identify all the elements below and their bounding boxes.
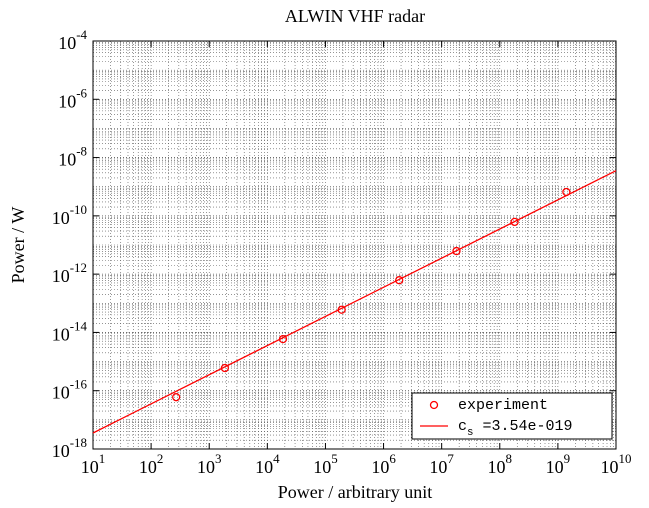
plot-frame (92, 40, 617, 450)
y-tick-label: 10-18 (52, 435, 87, 461)
x-axis-label: Power / arbitrary unit (278, 482, 432, 502)
x-tick-label: 107 (429, 451, 454, 477)
x-tick-label: 105 (313, 451, 337, 477)
x-tick-label: 106 (371, 451, 396, 477)
y-tick-label: 10-16 (52, 377, 88, 403)
x-tick-label: 1010 (601, 451, 632, 477)
y-tick-label: 10-14 (52, 318, 88, 344)
y-tick-label: 10-4 (58, 27, 87, 53)
legend-label: cs =3.54e-019 (458, 418, 573, 439)
x-tick-label: 102 (139, 451, 163, 477)
x-tick-label: 109 (546, 451, 570, 477)
x-tick-label: 108 (488, 451, 512, 477)
data-point (172, 393, 181, 402)
fit-line (92, 170, 617, 434)
y-axis-label: Power / W (8, 207, 28, 284)
y-tick-label: 10-8 (58, 144, 87, 170)
data-point (395, 276, 404, 285)
y-tick-label: 10-10 (52, 202, 87, 228)
x-tick-label: 104 (255, 451, 280, 477)
legend-box (411, 392, 613, 440)
x-tick-label: 103 (197, 451, 221, 477)
data-point (510, 217, 519, 227)
y-tick-label: 10-12 (52, 260, 87, 286)
x-tick-label: 101 (81, 451, 105, 477)
chart-title: ALWIN VHF radar (285, 6, 425, 26)
legend-label: experiment (458, 397, 548, 414)
y-tick-label: 10-6 (58, 85, 87, 111)
data-point (452, 246, 461, 256)
legend-marker (429, 400, 439, 410)
